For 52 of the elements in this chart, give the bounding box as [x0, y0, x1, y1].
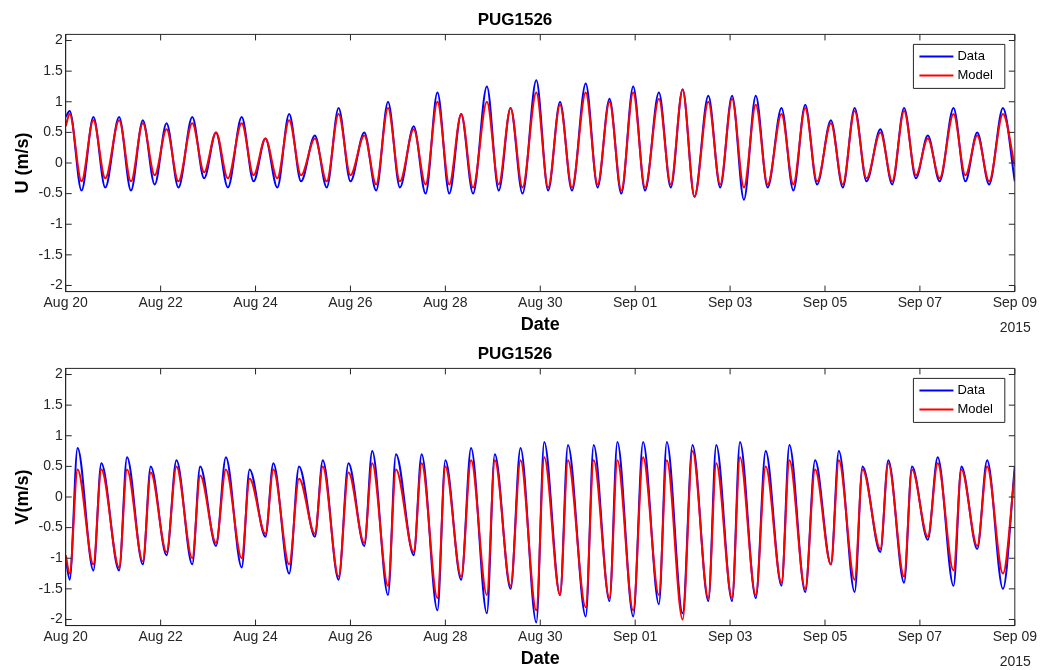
- x-tick-label: Aug 30: [518, 627, 563, 644]
- x-axis-title: Date: [520, 648, 560, 669]
- y-tick-label: -0.5: [38, 518, 63, 535]
- x-tick-label: Sep 05: [802, 293, 848, 310]
- x-tick-label: Aug 24: [233, 627, 278, 644]
- y-tick-label: 2: [54, 31, 63, 48]
- y-tick-label: 0: [54, 153, 63, 170]
- x-tick-label: Sep 03: [707, 627, 753, 644]
- y-axis-title: V(m/s): [11, 469, 32, 525]
- y-axis-title: U (m/s): [11, 132, 32, 194]
- legend-label: Data: [957, 381, 986, 397]
- y-tick-label: -1: [50, 549, 63, 566]
- chart-title: PUG1526: [477, 9, 553, 29]
- x-axis-title: Date: [520, 314, 560, 335]
- y-tick-label: 1.5: [43, 62, 63, 78]
- y-tick-label: -2: [50, 610, 63, 627]
- x-tick-label: Aug 22: [138, 627, 184, 644]
- chart-title: PUG1526: [477, 343, 553, 363]
- y-tick-label: -0.5: [38, 184, 63, 201]
- x-tick-label: Aug 28: [423, 627, 468, 644]
- y-tick-label: -2: [50, 276, 63, 293]
- text: 2015: [999, 653, 1032, 670]
- x-tick-label: Sep 07: [897, 293, 943, 310]
- x-tick-label: Aug 22: [138, 293, 184, 310]
- y-tick-label: 0.5: [43, 457, 63, 474]
- legend-label: Model: [957, 66, 993, 82]
- legend-label: Model: [957, 400, 993, 416]
- y-tick-label: 1: [54, 426, 63, 443]
- y-tick-label: 0: [54, 487, 63, 504]
- x-tick-label: Aug 20: [43, 627, 89, 644]
- text: 2015: [999, 319, 1032, 336]
- legend-label: Data: [957, 47, 986, 63]
- x-tick-label: Aug 26: [328, 627, 373, 644]
- x-tick-label: Aug 30: [518, 293, 563, 310]
- x-tick-label: Sep 09: [992, 293, 1038, 310]
- x-tick-label: Sep 01: [612, 293, 658, 310]
- y-tick-label: -1.5: [38, 245, 63, 262]
- y-tick-label: -1.5: [38, 579, 63, 596]
- y-tick-label: 1.5: [43, 396, 63, 412]
- y-tick-label: -1: [50, 215, 63, 232]
- x-tick-label: Sep 09: [992, 627, 1038, 644]
- x-tick-label: Sep 01: [612, 627, 658, 644]
- x-tick-label: Aug 28: [423, 293, 468, 310]
- x-tick-label: Sep 07: [897, 627, 943, 644]
- y-tick-label: 1: [54, 92, 63, 109]
- y-tick-label: 0.5: [43, 123, 63, 140]
- x-tick-label: Aug 26: [328, 293, 373, 310]
- x-tick-label: Sep 03: [707, 293, 753, 310]
- x-tick-label: Aug 20: [43, 293, 89, 310]
- x-tick-label: Sep 05: [802, 627, 848, 644]
- x-tick-label: Aug 24: [233, 293, 278, 310]
- y-tick-label: 2: [54, 365, 63, 382]
